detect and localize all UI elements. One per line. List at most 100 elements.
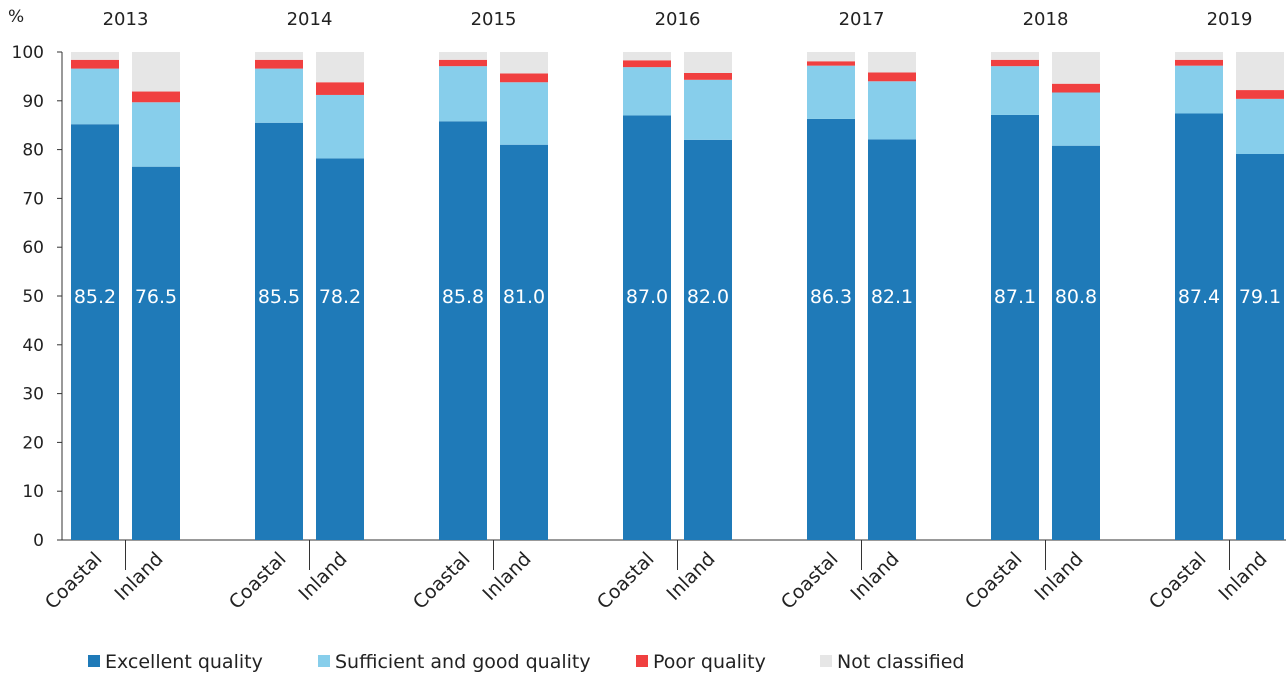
group-label: 2014	[287, 9, 333, 30]
bar-segment-sufficient-good	[684, 79, 732, 140]
data-label: 81.0	[503, 286, 545, 308]
bar-segment-not-classified	[684, 52, 732, 73]
y-tick-label: 40	[22, 336, 44, 356]
y-tick-label: 0	[33, 531, 44, 551]
bar-segment-not-classified	[439, 52, 487, 60]
y-tick-label: 60	[22, 238, 44, 258]
category-label: Inland	[294, 548, 351, 605]
bar-segment-not-classified	[991, 52, 1039, 60]
bar-segment-sufficient-good	[1236, 98, 1284, 154]
bar-segment-poor	[1052, 83, 1100, 93]
bar-segment-poor	[868, 72, 916, 82]
category-label: Coastal	[1145, 548, 1211, 614]
bars	[71, 52, 1284, 541]
category-label: Inland	[1030, 548, 1087, 605]
legend-label: Not classified	[837, 651, 965, 673]
group-label: 2017	[839, 9, 885, 30]
y-tick-label: 20	[22, 433, 44, 453]
bar-segment-sufficient-good	[623, 67, 671, 116]
axes: 0 10 20 30 40 50 60 70 80 90 100	[12, 43, 1286, 570]
category-label: Coastal	[777, 548, 843, 614]
category-label: Coastal	[409, 548, 475, 614]
bar-segment-sufficient-good	[132, 102, 180, 167]
bar-segment-excellent	[71, 124, 119, 540]
bar-segment-not-classified	[1236, 52, 1284, 91]
group-label: 2015	[471, 9, 517, 30]
bar-segment-excellent	[255, 122, 303, 540]
bar-segment-excellent	[868, 139, 916, 541]
category-label: Inland	[110, 548, 167, 605]
bar-segment-excellent	[1236, 153, 1284, 540]
y-tick-label: 100	[12, 43, 44, 63]
bar-segment-excellent	[807, 118, 855, 540]
category-label: Inland	[478, 548, 535, 605]
y-tick-label: 80	[22, 141, 44, 161]
category-label: Inland	[846, 548, 903, 605]
data-label: 82.1	[871, 286, 913, 308]
category-label: Inland	[662, 548, 719, 605]
bar-segment-not-classified	[255, 52, 303, 60]
bar-segment-poor	[71, 59, 119, 69]
bar-segment-sufficient-good	[868, 81, 916, 140]
bar-segment-sufficient-good	[71, 68, 119, 125]
data-label: 80.8	[1055, 286, 1097, 308]
bar-segment-poor	[684, 72, 732, 80]
bar-segment-poor	[500, 73, 548, 83]
bar-segment-not-classified	[500, 52, 548, 74]
bar-segment-sufficient-good	[807, 65, 855, 119]
bar-segment-not-classified	[623, 52, 671, 61]
bar-segment-poor	[439, 59, 487, 67]
data-label: 87.1	[994, 286, 1036, 308]
data-label: 79.1	[1239, 286, 1281, 308]
legend-label: Sufficient and good quality	[335, 651, 591, 673]
bar-segment-excellent	[684, 139, 732, 540]
data-label: 85.5	[258, 286, 300, 308]
y-tick-label: 90	[22, 92, 44, 112]
legend-swatch	[88, 655, 100, 667]
y-tick-label: 50	[22, 287, 44, 307]
data-label: 86.3	[810, 286, 852, 308]
bar-segment-excellent	[1052, 145, 1100, 541]
bar-segment-not-classified	[868, 52, 916, 73]
data-label: 85.2	[74, 286, 116, 308]
data-label: 85.8	[442, 286, 484, 308]
bar-segment-not-classified	[807, 52, 855, 62]
bar-segment-excellent	[439, 121, 487, 541]
bar-segment-not-classified	[1175, 52, 1223, 60]
bar-segment-sufficient-good	[500, 82, 548, 145]
bar-segment-poor	[1236, 90, 1284, 99]
data-label: 87.4	[1178, 286, 1220, 308]
group-label: 2019	[1207, 9, 1253, 30]
legend-label: Poor quality	[653, 651, 766, 673]
legend-swatch	[820, 655, 832, 667]
bar-segment-sufficient-good	[1052, 92, 1100, 146]
bar-segment-excellent	[623, 115, 671, 540]
bar-segment-sufficient-good	[991, 66, 1039, 115]
category-label: Coastal	[961, 548, 1027, 614]
bar-segment-poor	[991, 59, 1039, 67]
bar-segment-poor	[132, 91, 180, 103]
y-tick-label: 10	[22, 482, 44, 502]
bar-segment-sufficient-good	[1175, 65, 1223, 114]
bar-segment-sufficient-good	[255, 68, 303, 123]
category-label: Coastal	[225, 548, 291, 614]
bar-segment-excellent	[132, 166, 180, 540]
category-label: Inland	[1214, 548, 1271, 605]
data-label: 82.0	[687, 286, 729, 308]
y-unit-label: %	[8, 7, 24, 27]
group-label: 2018	[1023, 9, 1069, 30]
bar-segment-sufficient-good	[316, 94, 364, 159]
bar-segment-not-classified	[132, 52, 180, 92]
bar-segment-not-classified	[71, 52, 119, 60]
bar-segment-excellent	[991, 114, 1039, 541]
bar-segment-excellent	[500, 144, 548, 540]
legend-swatch	[318, 655, 330, 667]
bar-segment-poor	[255, 59, 303, 69]
bar-segment-excellent	[1175, 113, 1223, 540]
legend-label: Excellent quality	[105, 651, 263, 673]
category-label: Coastal	[41, 548, 107, 614]
group-label: 2013	[103, 9, 149, 30]
legend-swatch	[636, 655, 648, 667]
bar-segment-poor	[807, 61, 855, 66]
